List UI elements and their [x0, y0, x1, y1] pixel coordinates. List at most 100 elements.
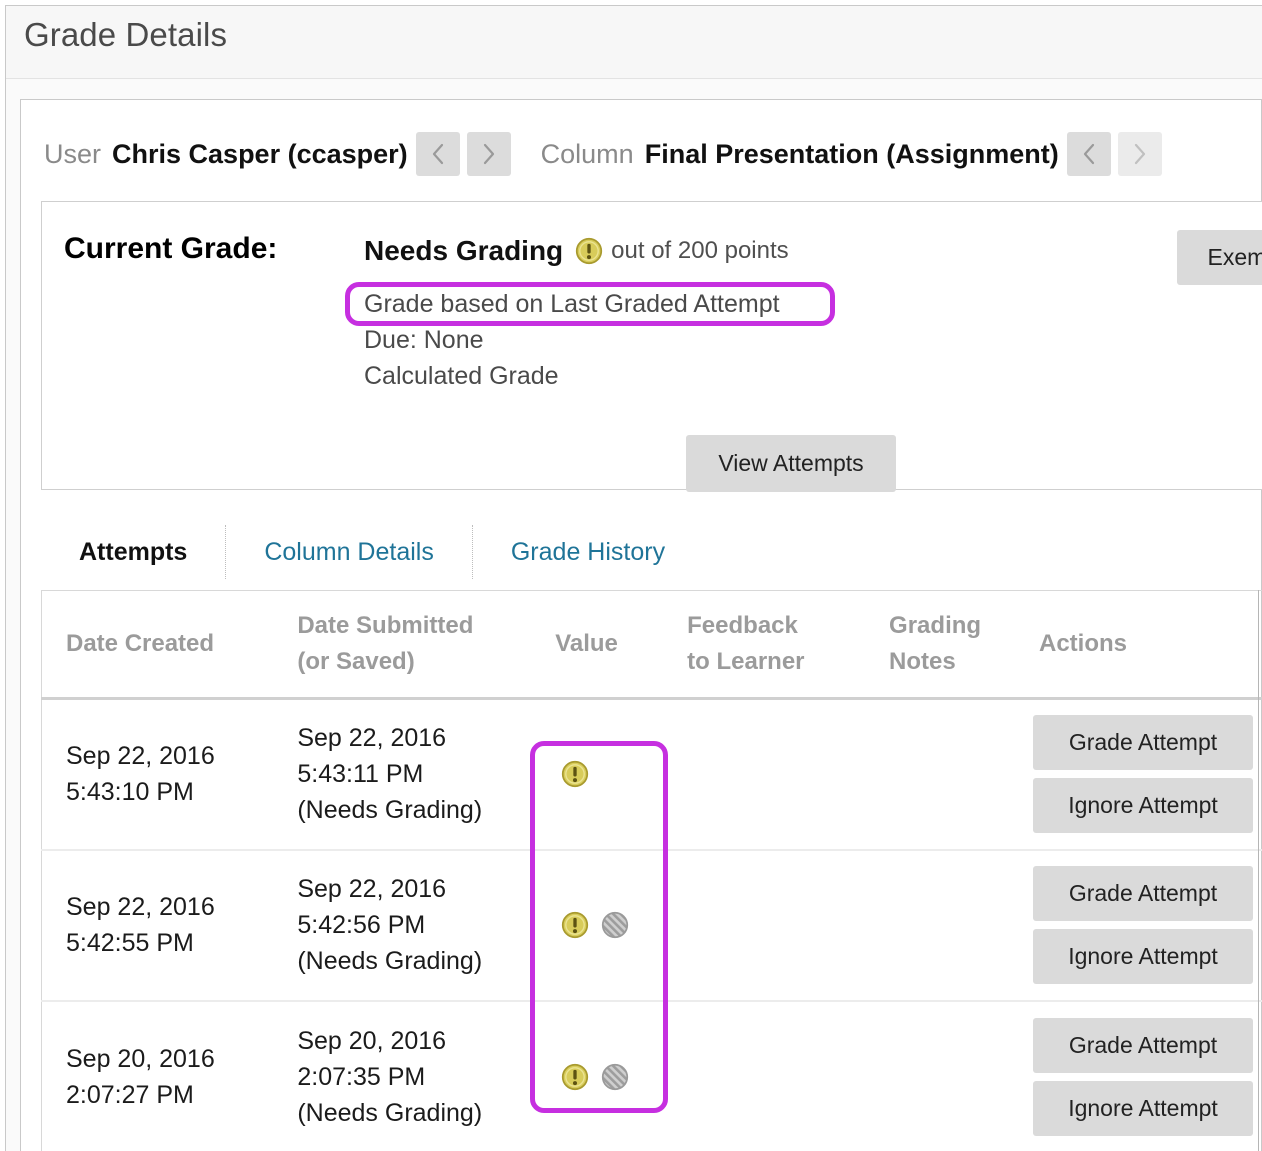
grade-attempt-button[interactable]: Grade Attempt — [1033, 1017, 1253, 1073]
current-grade-status-line: Needs Grading out of 200 points — [364, 232, 789, 270]
exempt-button[interactable]: Exempt — [1177, 230, 1262, 285]
calculated-grade-text: Calculated Grade — [364, 362, 559, 390]
cell-actions: Grade Attempt Ignore Attempt — [1015, 849, 1262, 1002]
date-line: Sep 20, 2016 — [66, 1044, 215, 1073]
cell-feedback — [663, 849, 866, 1002]
due-date-text: Due: None — [364, 326, 484, 354]
value-icon-group — [561, 760, 663, 788]
date-line: Sep 22, 2016 — [297, 875, 447, 903]
header-line: Date Submitted — [297, 612, 474, 639]
column-header-date-created: Date Created — [41, 590, 274, 700]
value-icon-group — [561, 911, 663, 939]
date-line: Sep 22, 2016 — [66, 742, 215, 771]
attempt-in-progress-icon — [601, 911, 629, 939]
time-line: 5:42:55 PM — [66, 929, 194, 957]
chevron-right-icon — [1133, 143, 1147, 165]
grade-attempt-button[interactable]: Grade Attempt — [1033, 866, 1253, 921]
current-grade-status: Needs Grading — [364, 235, 564, 266]
date-line: Sep 22, 2016 — [297, 724, 447, 753]
cell-value — [531, 849, 664, 1002]
cell-date-submitted: Sep 22, 2016 5:42:56 PM (Needs Grading) — [273, 849, 532, 1002]
column-label: Column — [540, 138, 634, 169]
time-line: 2:07:27 PM — [66, 1080, 194, 1109]
tab-grade-history[interactable]: Grade History — [510, 538, 666, 566]
table-header-row: Date Created Date Submitted (or Saved) V… — [41, 590, 1262, 700]
header-line: Grading — [889, 612, 982, 639]
tab-separator — [225, 525, 227, 579]
breadcrumb: User Chris Casper (ccasper) Column Final… — [44, 130, 1169, 178]
header-line: Date Created — [66, 630, 215, 657]
grade-attempt-button[interactable]: Grade Attempt — [1033, 715, 1253, 771]
cell-date-created: Sep 20, 2016 2:07:27 PM — [42, 1001, 274, 1151]
attempts-table: Date Created Date Submitted (or Saved) V… — [41, 590, 1262, 1151]
cell-date-created: Sep 22, 2016 5:43:10 PM — [41, 698, 274, 851]
date-line: Sep 22, 2016 — [66, 893, 215, 921]
ignore-attempt-button[interactable]: Ignore Attempt — [1033, 778, 1253, 834]
table-right-border — [1258, 590, 1259, 1151]
column-prev-button[interactable] — [1066, 132, 1111, 176]
chevron-left-icon — [431, 143, 445, 165]
cell-date-submitted: Sep 22, 2016 5:43:11 PM (Needs Grading) — [273, 698, 532, 851]
table-body: Sep 22, 2016 5:43:10 PM Sep 22, 2016 5:4… — [41, 698, 1262, 1151]
user-next-button[interactable] — [466, 132, 511, 176]
ignore-attempt-button[interactable]: Ignore Attempt — [1033, 1080, 1253, 1136]
time-line: 5:42:56 PM — [297, 911, 426, 939]
column-header-date-submitted: Date Submitted (or Saved) — [273, 590, 532, 700]
user-prev-button[interactable] — [415, 132, 460, 176]
tab-column-details[interactable]: Column Details — [264, 538, 434, 566]
cell-date-created: Sep 22, 2016 5:42:55 PM — [41, 849, 274, 1002]
current-grade-panel: Current Grade: Needs Grading out of 200 … — [41, 201, 1262, 492]
cell-grading-notes — [865, 849, 1015, 1002]
current-grade-body: Needs Grading out of 200 points Exempt G… — [364, 230, 1262, 492]
cell-actions: Grade Attempt Ignore Attempt — [1015, 698, 1262, 851]
table-head: Date Created Date Submitted (or Saved) V… — [41, 590, 1262, 700]
chevron-right-icon — [482, 143, 496, 165]
view-attempts-button[interactable]: View Attempts — [686, 435, 896, 492]
header-line: to Learner — [687, 648, 805, 675]
grade-based-on-text: Grade based on Last Graded Attempt — [364, 290, 780, 318]
header-line: (or Saved) — [297, 648, 415, 675]
needs-grading-icon — [561, 911, 589, 939]
ignore-attempt-button[interactable]: Ignore Attempt — [1033, 929, 1253, 984]
cell-actions: Grade Attempt Ignore Attempt — [1015, 1001, 1262, 1151]
header-line: Value — [555, 630, 618, 657]
value-icon-group — [561, 1063, 663, 1091]
attempt-in-progress-icon — [601, 1063, 629, 1091]
column-next-button[interactable] — [1117, 132, 1162, 176]
page-header-bar — [6, 6, 1262, 79]
cell-value — [531, 1001, 663, 1151]
tab-bar: Attempts Column Details Grade History — [41, 518, 703, 586]
time-line: 2:07:35 PM — [297, 1062, 426, 1091]
user-label: User — [44, 138, 102, 169]
cell-value — [531, 698, 664, 851]
column-header-grading-notes: Grading Notes — [865, 590, 1015, 700]
table-row: Sep 20, 2016 2:07:27 PM Sep 20, 2016 2:0… — [42, 1001, 1262, 1151]
user-value: Chris Casper (ccasper) — [112, 138, 408, 169]
status-line: (Needs Grading) — [297, 1098, 483, 1127]
current-grade-label: Current Grade: — [64, 232, 278, 265]
cell-feedback — [663, 1001, 865, 1151]
time-line: 5:43:11 PM — [297, 760, 424, 789]
status-line: (Needs Grading) — [297, 796, 483, 825]
table-row: Sep 22, 2016 5:42:55 PM Sep 22, 2016 5:4… — [41, 849, 1262, 1002]
header-line: Feedback — [687, 612, 798, 639]
points-possible: out of 200 points — [611, 237, 789, 264]
chevron-left-icon — [1082, 143, 1096, 165]
status-line: (Needs Grading) — [297, 947, 483, 975]
needs-grading-icon — [561, 760, 589, 788]
needs-grading-icon — [575, 237, 603, 265]
tab-attempts[interactable]: Attempts — [79, 538, 188, 566]
cell-grading-notes — [865, 698, 1015, 851]
needs-grading-icon — [561, 1063, 589, 1091]
header-line: Actions — [1039, 630, 1128, 657]
page-title: Grade Details — [24, 16, 228, 53]
column-header-actions: Actions — [1015, 590, 1262, 700]
column-value: Final Presentation (Assignment) — [644, 138, 1059, 169]
time-line: 5:43:10 PM — [66, 778, 194, 807]
table-row: Sep 22, 2016 5:43:10 PM Sep 22, 2016 5:4… — [41, 698, 1262, 851]
cell-date-submitted: Sep 20, 2016 2:07:35 PM (Needs Grading) — [273, 1001, 531, 1151]
header-line: Notes — [889, 648, 956, 675]
date-line: Sep 20, 2016 — [297, 1026, 447, 1055]
cell-feedback — [663, 698, 866, 851]
